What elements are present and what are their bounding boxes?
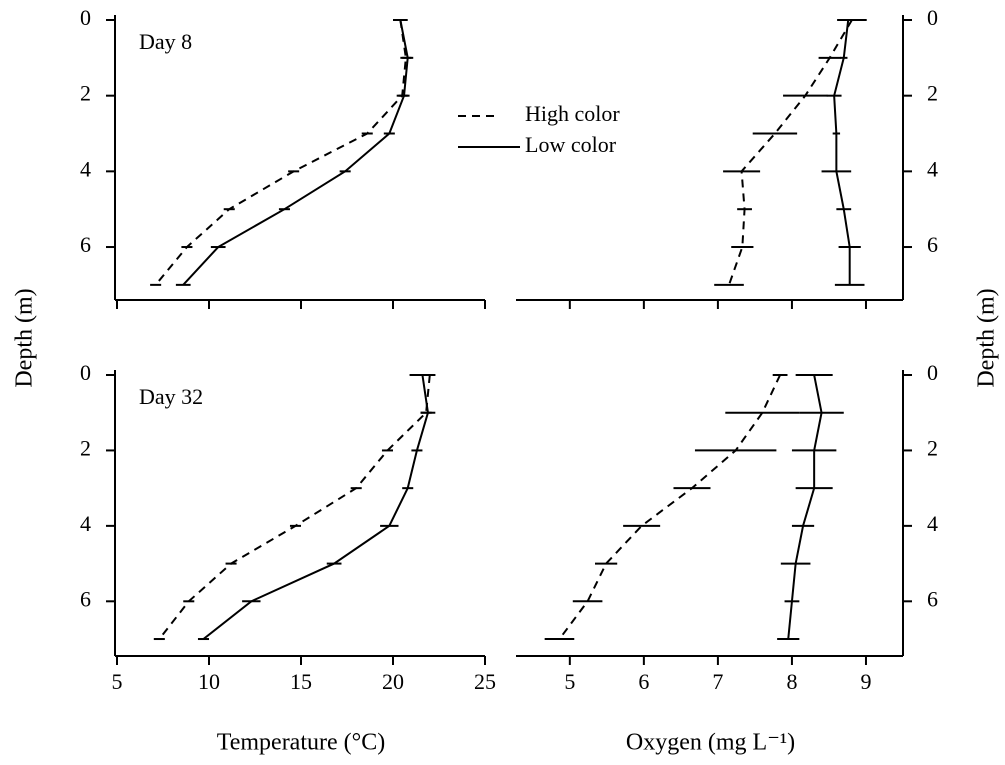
x-tick-label: 9 bbox=[860, 669, 871, 694]
data-line bbox=[728, 19, 853, 286]
y-tick-label: 2 bbox=[927, 81, 938, 106]
y-tick-label: 4 bbox=[80, 156, 91, 181]
data-line bbox=[154, 19, 407, 286]
y-tick-label: 6 bbox=[927, 586, 938, 611]
y-tick-label: 0 bbox=[927, 5, 938, 30]
x-tick-label: 20 bbox=[382, 669, 404, 694]
y-tick-label: 4 bbox=[80, 511, 91, 536]
y-tick-label: 4 bbox=[927, 156, 938, 181]
y-tick-label: 4 bbox=[927, 511, 938, 536]
legend-label: Low color bbox=[525, 132, 617, 157]
data-line bbox=[158, 374, 431, 640]
x-tick-label: 7 bbox=[712, 669, 723, 694]
data-line bbox=[202, 374, 429, 640]
legend-label: High color bbox=[525, 101, 620, 126]
x-tick-label: 15 bbox=[290, 669, 312, 694]
x-tick-label: 5 bbox=[564, 669, 575, 694]
y-tick-label: 6 bbox=[80, 586, 91, 611]
y-tick-label: 6 bbox=[80, 232, 91, 257]
x-tick-label: 6 bbox=[638, 669, 649, 694]
x-tick-label: 5 bbox=[112, 669, 123, 694]
data-line bbox=[558, 374, 782, 640]
data-line bbox=[787, 374, 823, 640]
panel-title: Day 8 bbox=[139, 29, 192, 54]
x-axis-label: Oxygen (mg L⁻¹) bbox=[626, 730, 795, 756]
y-tick-label: 2 bbox=[80, 435, 91, 460]
x-tick-label: 25 bbox=[474, 669, 496, 694]
y-tick-label: 0 bbox=[80, 5, 91, 30]
y-tick-label: 2 bbox=[927, 435, 938, 460]
data-line bbox=[833, 19, 851, 285]
y-tick-label: 0 bbox=[80, 360, 91, 385]
y-axis-label: Depth (m) bbox=[12, 288, 38, 387]
x-tick-label: 10 bbox=[198, 669, 220, 694]
x-tick-label: 8 bbox=[786, 669, 797, 694]
y-axis-label: Depth (m) bbox=[974, 288, 1000, 387]
x-axis-label: Temperature (°C) bbox=[217, 730, 386, 756]
y-tick-label: 2 bbox=[80, 81, 91, 106]
panel-title: Day 32 bbox=[139, 384, 203, 409]
y-tick-label: 0 bbox=[927, 360, 938, 385]
data-line bbox=[182, 19, 409, 286]
y-tick-label: 6 bbox=[927, 232, 938, 257]
